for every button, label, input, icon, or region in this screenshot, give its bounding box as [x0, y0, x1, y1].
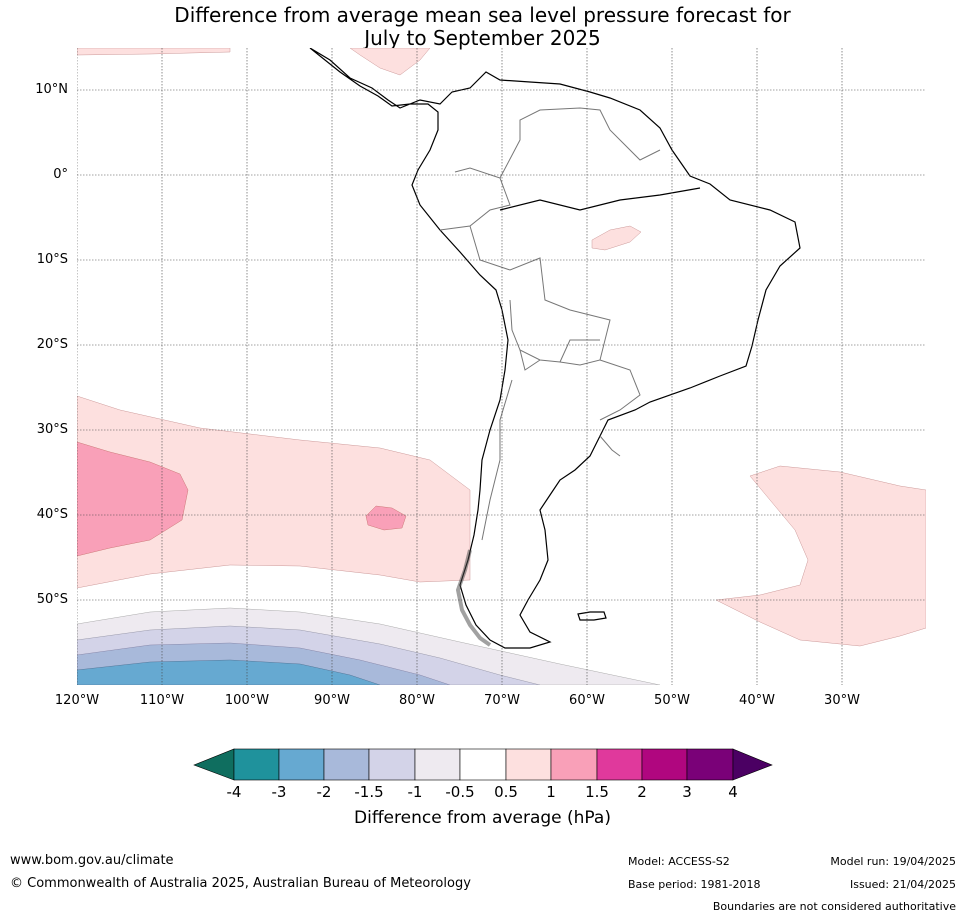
lon-label-60w: 60°W [569, 693, 605, 708]
colorbar-tick-0-5: 0.5 [494, 783, 518, 801]
lon-label-110w: 110°W [139, 693, 185, 708]
colorbar-tick-4: 4 [728, 783, 738, 801]
falkland-islands [577, 611, 607, 621]
amazon-line [499, 187, 701, 211]
colorbar-tick-m1-5: -1.5 [354, 783, 384, 801]
colorbar-bin-3 [323, 748, 370, 781]
colorbar-bin-6 [459, 748, 507, 781]
lat-label-10s: 10°S [36, 252, 68, 267]
title-line-1: Difference from average mean sea level p… [174, 3, 791, 27]
colorbar-bin-5 [414, 748, 461, 781]
colorbar-tick-2: 2 [637, 783, 647, 801]
lon-label-80w: 80°W [399, 693, 435, 708]
colorbar-bin-11 [686, 748, 734, 781]
anomaly-core-pacific-pink [77, 441, 189, 557]
lon-label-50w: 50°W [654, 693, 690, 708]
latitude-gridlines [77, 89, 926, 601]
disclaimer-text: Boundaries are not considered authoritat… [712, 900, 956, 913]
lon-label-40w: 40°W [739, 693, 775, 708]
model-text: Model: ACCESS-S2 [628, 855, 730, 868]
colorbar-tick-1-5: 1.5 [585, 783, 609, 801]
lon-label-100w: 100°W [224, 693, 270, 708]
colorbar-tick-m3: -3 [271, 783, 287, 801]
anomaly-patch-caribbean-pink [349, 48, 431, 76]
chilean-fjords [455, 549, 492, 647]
lon-label-90w: 90°W [314, 693, 350, 708]
colorbar-tick-m4: -4 [226, 783, 242, 801]
south-america-coastline [309, 48, 801, 649]
colorbar-bin-9 [596, 748, 643, 781]
lat-label-10n: 10°N [35, 82, 68, 97]
anomaly-patch-north-pink [77, 48, 231, 56]
chart-title: Difference from average mean sea level p… [0, 4, 965, 50]
longitude-gridlines [77, 48, 843, 685]
colorbar-bin-2 [278, 748, 325, 781]
lat-label-30s: 30°S [36, 422, 68, 437]
colorbar-tick-m1: -1 [407, 783, 423, 801]
lon-label-70w: 70°W [484, 693, 520, 708]
lat-label-50s: 50°S [36, 592, 68, 607]
colorbar [193, 748, 773, 781]
lat-label-0: 0° [53, 167, 68, 182]
colorbar-bin-10 [641, 748, 688, 781]
colorbar-extend-high [732, 748, 773, 781]
copyright-text: © Commonwealth of Australia 2025, Austra… [10, 876, 471, 891]
lat-label-40s: 40°S [36, 507, 68, 522]
issued-text: Issued: 21/04/2025 [849, 878, 956, 891]
anomaly-small-pink-patch [365, 505, 407, 531]
lon-label-120w: 120°W [54, 693, 100, 708]
colorbar-bin-1 [233, 748, 280, 781]
colorbar-label: Difference from average (hPa) [354, 808, 611, 828]
colorbar-bin-8 [550, 748, 598, 781]
lon-label-30w: 30°W [824, 693, 860, 708]
model-run-text: Model run: 19/04/2025 [830, 855, 956, 868]
anomaly-band-pacific-light-pink [77, 395, 471, 589]
anomaly-patch-amazon-pink [591, 225, 642, 251]
colorbar-tick-1: 1 [546, 783, 556, 801]
base-period-text: Base period: 1981-2018 [628, 878, 761, 891]
title-line-2: July to September 2025 [364, 26, 601, 50]
anomaly-band-southern-ocean-blue [77, 659, 381, 685]
colorbar-tick-m0-5: -0.5 [445, 783, 475, 801]
website-link[interactable]: www.bom.gov.au/climate [10, 853, 174, 868]
colorbar-bin-7 [505, 748, 552, 781]
anomaly-patch-atlantic-light-pink [715, 465, 926, 647]
lat-label-20s: 20°S [36, 337, 68, 352]
colorbar-bin-4 [368, 748, 416, 781]
colorbar-extend-low [193, 748, 235, 781]
colorbar-tick-m2: -2 [316, 783, 332, 801]
country-borders [439, 107, 661, 541]
colorbar-tick-3: 3 [682, 783, 692, 801]
